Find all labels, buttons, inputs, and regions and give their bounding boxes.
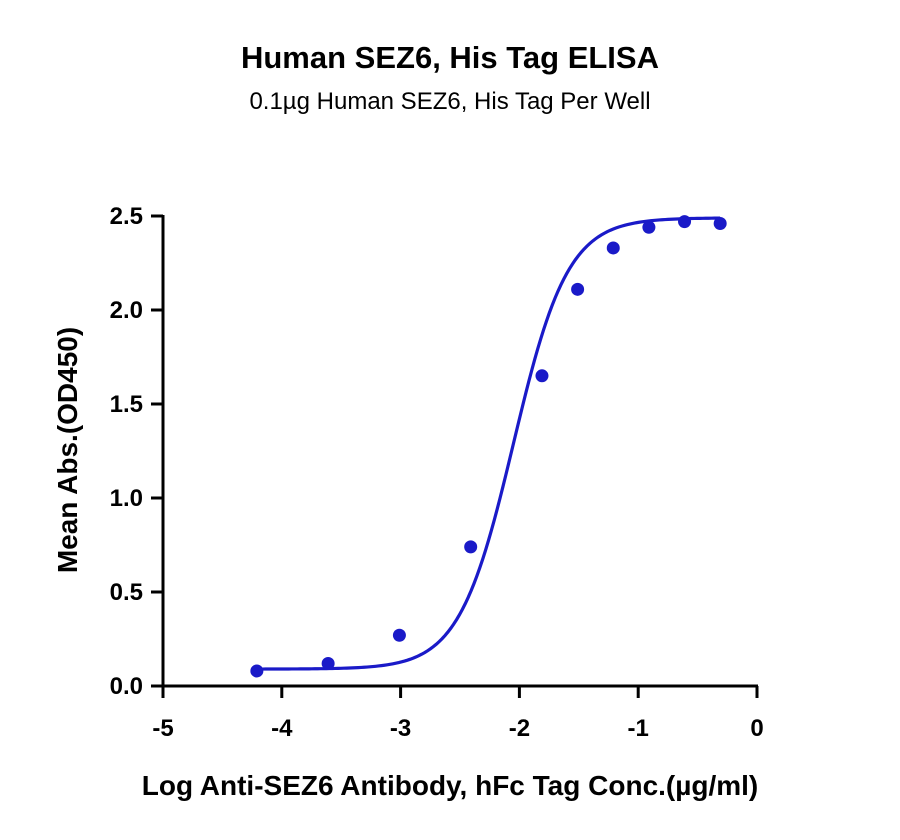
x-tick-label: 0 — [750, 715, 763, 742]
data-points — [250, 215, 727, 678]
x-axis-label: Log Anti-SEZ6 Antibody, hFc Tag Conc.(µg… — [142, 770, 759, 801]
data-point — [571, 282, 585, 296]
fit-curve-layer — [256, 216, 721, 671]
y-tick-label: 2.0 — [110, 297, 143, 324]
chart-subtitle: 0.1µg Human SEZ6, His Tag Per Well — [249, 88, 651, 115]
axes — [161, 215, 758, 688]
y-axis-label: Mean Abs.(OD450) — [52, 327, 83, 573]
y-tick-label: 0.5 — [110, 579, 143, 606]
data-point — [464, 540, 478, 554]
fit-curve — [256, 216, 721, 671]
data-point — [713, 217, 727, 231]
y-tick-label: 2.5 — [110, 203, 143, 230]
data-point — [535, 369, 549, 383]
ticks: -5 -4 -3 -2 -1 0 0.0 0.5 1.0 1.5 2.0 2.5 — [110, 203, 764, 742]
x-tick-label: -5 — [152, 715, 173, 742]
data-point — [392, 628, 406, 642]
data-point — [606, 241, 620, 255]
y-tick-label: 1.5 — [110, 391, 143, 418]
data-point — [642, 220, 656, 234]
chart-title: Human SEZ6, His Tag ELISA — [240, 40, 659, 75]
data-point — [678, 215, 692, 229]
x-tick-label: -3 — [390, 715, 411, 742]
x-tick-label: -4 — [271, 715, 293, 742]
data-point — [321, 656, 335, 670]
data-point — [250, 664, 264, 678]
y-tick-label: 0.0 — [110, 673, 143, 700]
x-tick-label: -1 — [628, 715, 649, 742]
x-tick-label: -2 — [509, 715, 530, 742]
y-tick-label: 1.0 — [110, 485, 143, 512]
